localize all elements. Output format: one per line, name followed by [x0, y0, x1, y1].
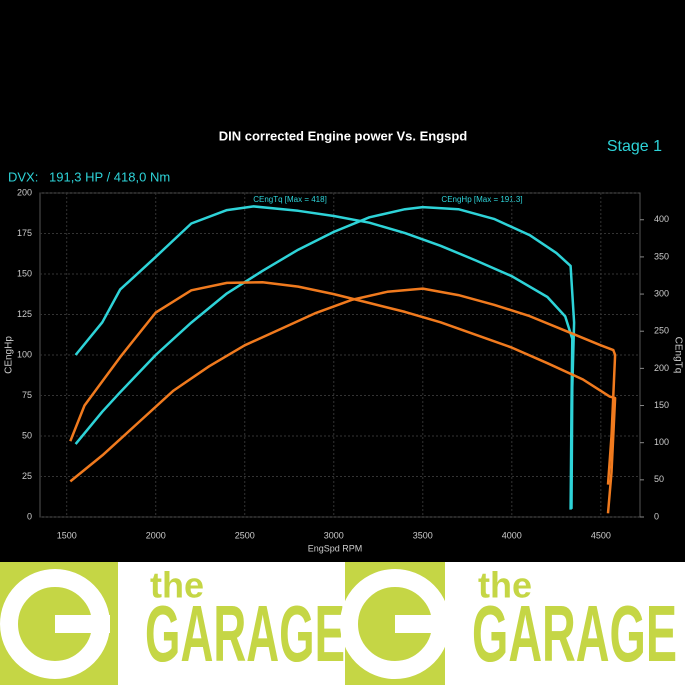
y2-tick-label: 0 — [654, 511, 659, 521]
y2-tick-label: 200 — [654, 363, 669, 373]
annotation: CEngTq [Max = 418] — [253, 195, 327, 204]
x-tick-label: 4000 — [502, 530, 522, 540]
y2-tick-label: 300 — [654, 288, 669, 298]
banner-big: GARAGE — [145, 589, 345, 678]
x-axis-label: EngSpd RPM — [308, 543, 363, 553]
plot-area: 0255075100125150175200050100150200250300… — [17, 187, 669, 540]
y2-axis-label: CEngTq — [672, 337, 683, 374]
y-axis-label: CEngHp — [4, 336, 15, 374]
y-tick-label: 0 — [27, 511, 32, 521]
y2-tick-label: 100 — [654, 437, 669, 447]
banner-small: the — [478, 565, 532, 606]
y-tick-label: 50 — [22, 430, 32, 440]
banner-big: GARAGE — [472, 589, 677, 678]
x-tick-label: 3500 — [413, 530, 433, 540]
y2-tick-label: 250 — [654, 326, 669, 336]
y-tick-label: 125 — [17, 309, 32, 319]
x-tick-label: 1500 — [57, 530, 77, 540]
chart-title: DIN corrected Engine power Vs. Engspd — [219, 128, 468, 143]
summary: 191,3 HP / 418,0 Nm — [49, 169, 170, 184]
x-tick-label: 2500 — [235, 530, 255, 540]
logo-bar — [55, 615, 110, 633]
x-tick-label: 4500 — [591, 530, 611, 540]
y2-tick-label: 50 — [654, 474, 664, 484]
banner-small: the — [150, 565, 204, 606]
y-tick-label: 200 — [17, 187, 32, 197]
summary-label: DVX: — [8, 169, 38, 184]
annotation: CEngHp [Max = 191.3] — [441, 195, 522, 204]
chart-subtitle: Stage 1 — [607, 138, 662, 155]
y2-tick-label: 150 — [654, 400, 669, 410]
x-tick-label: 3000 — [324, 530, 344, 540]
logo-bar — [395, 615, 450, 633]
y-tick-label: 75 — [22, 390, 32, 400]
series-line — [74, 205, 576, 509]
y2-tick-label: 400 — [654, 214, 669, 224]
y2-tick-label: 350 — [654, 251, 669, 261]
series-line — [69, 280, 617, 514]
y-tick-label: 100 — [17, 349, 32, 359]
series-line — [69, 287, 617, 485]
x-tick-label: 2000 — [146, 530, 166, 540]
y-tick-label: 175 — [17, 228, 32, 238]
series-line — [74, 205, 574, 510]
banner: the GARAGE the GARAGE — [0, 562, 685, 685]
y-tick-label: 25 — [22, 471, 32, 481]
y-tick-label: 150 — [17, 268, 32, 278]
